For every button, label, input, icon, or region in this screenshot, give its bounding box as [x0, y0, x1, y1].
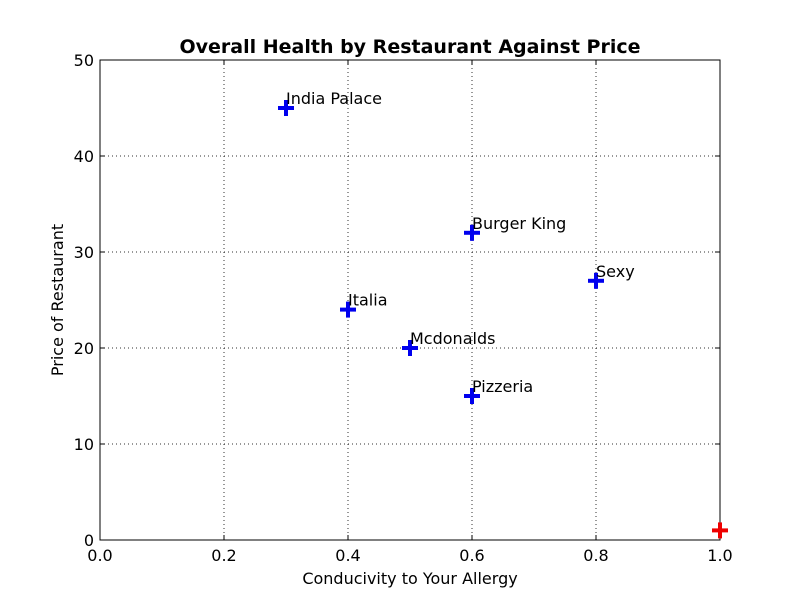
- data-points: India Palace Burger King Sexy Italia Mcdonal…: [278, 89, 728, 539]
- point-label: Burger King: [472, 214, 566, 233]
- x-tick-label: 0.2: [211, 546, 236, 565]
- x-tick-label: 1.0: [707, 546, 732, 565]
- plot-frame: [99, 59, 721, 541]
- x-axis-label: Conducivity to Your Allergy: [302, 569, 517, 588]
- data-point: [278, 100, 294, 116]
- y-tick-label: 20: [74, 339, 94, 358]
- data-point: [712, 522, 728, 539]
- point-label: Pizzeria: [472, 377, 533, 396]
- data-point: [340, 301, 356, 318]
- x-tick-label: 0.4: [335, 546, 360, 565]
- point-label: India Palace: [286, 89, 382, 108]
- data-point: [402, 340, 418, 356]
- grid-lines: [100, 60, 720, 540]
- y-axis-label: Price of Restaurant: [48, 224, 67, 376]
- point-label: Italia: [348, 291, 388, 310]
- chart-title: Overall Health by Restaurant Against Pri…: [179, 36, 640, 58]
- y-tick-label: 10: [74, 435, 94, 454]
- y-tick-label: 40: [74, 147, 94, 166]
- data-point: [464, 224, 480, 241]
- point-label: Mcdonalds: [410, 329, 495, 348]
- data-point: [588, 272, 604, 289]
- y-tick-label: 50: [74, 51, 94, 70]
- point-label: Sexy: [596, 262, 635, 281]
- data-point: [464, 388, 480, 404]
- y-tick-label: 0: [84, 531, 94, 550]
- x-tick-label: 0.6: [459, 546, 484, 565]
- axis-ticks: 0.0 0.2 0.4 0.6 0.8 1.0 0 10 20 30 40 50: [74, 51, 733, 565]
- x-tick-label: 0.8: [583, 546, 608, 565]
- y-tick-label: 30: [74, 243, 94, 262]
- x-tick-label: 0.0: [87, 546, 112, 565]
